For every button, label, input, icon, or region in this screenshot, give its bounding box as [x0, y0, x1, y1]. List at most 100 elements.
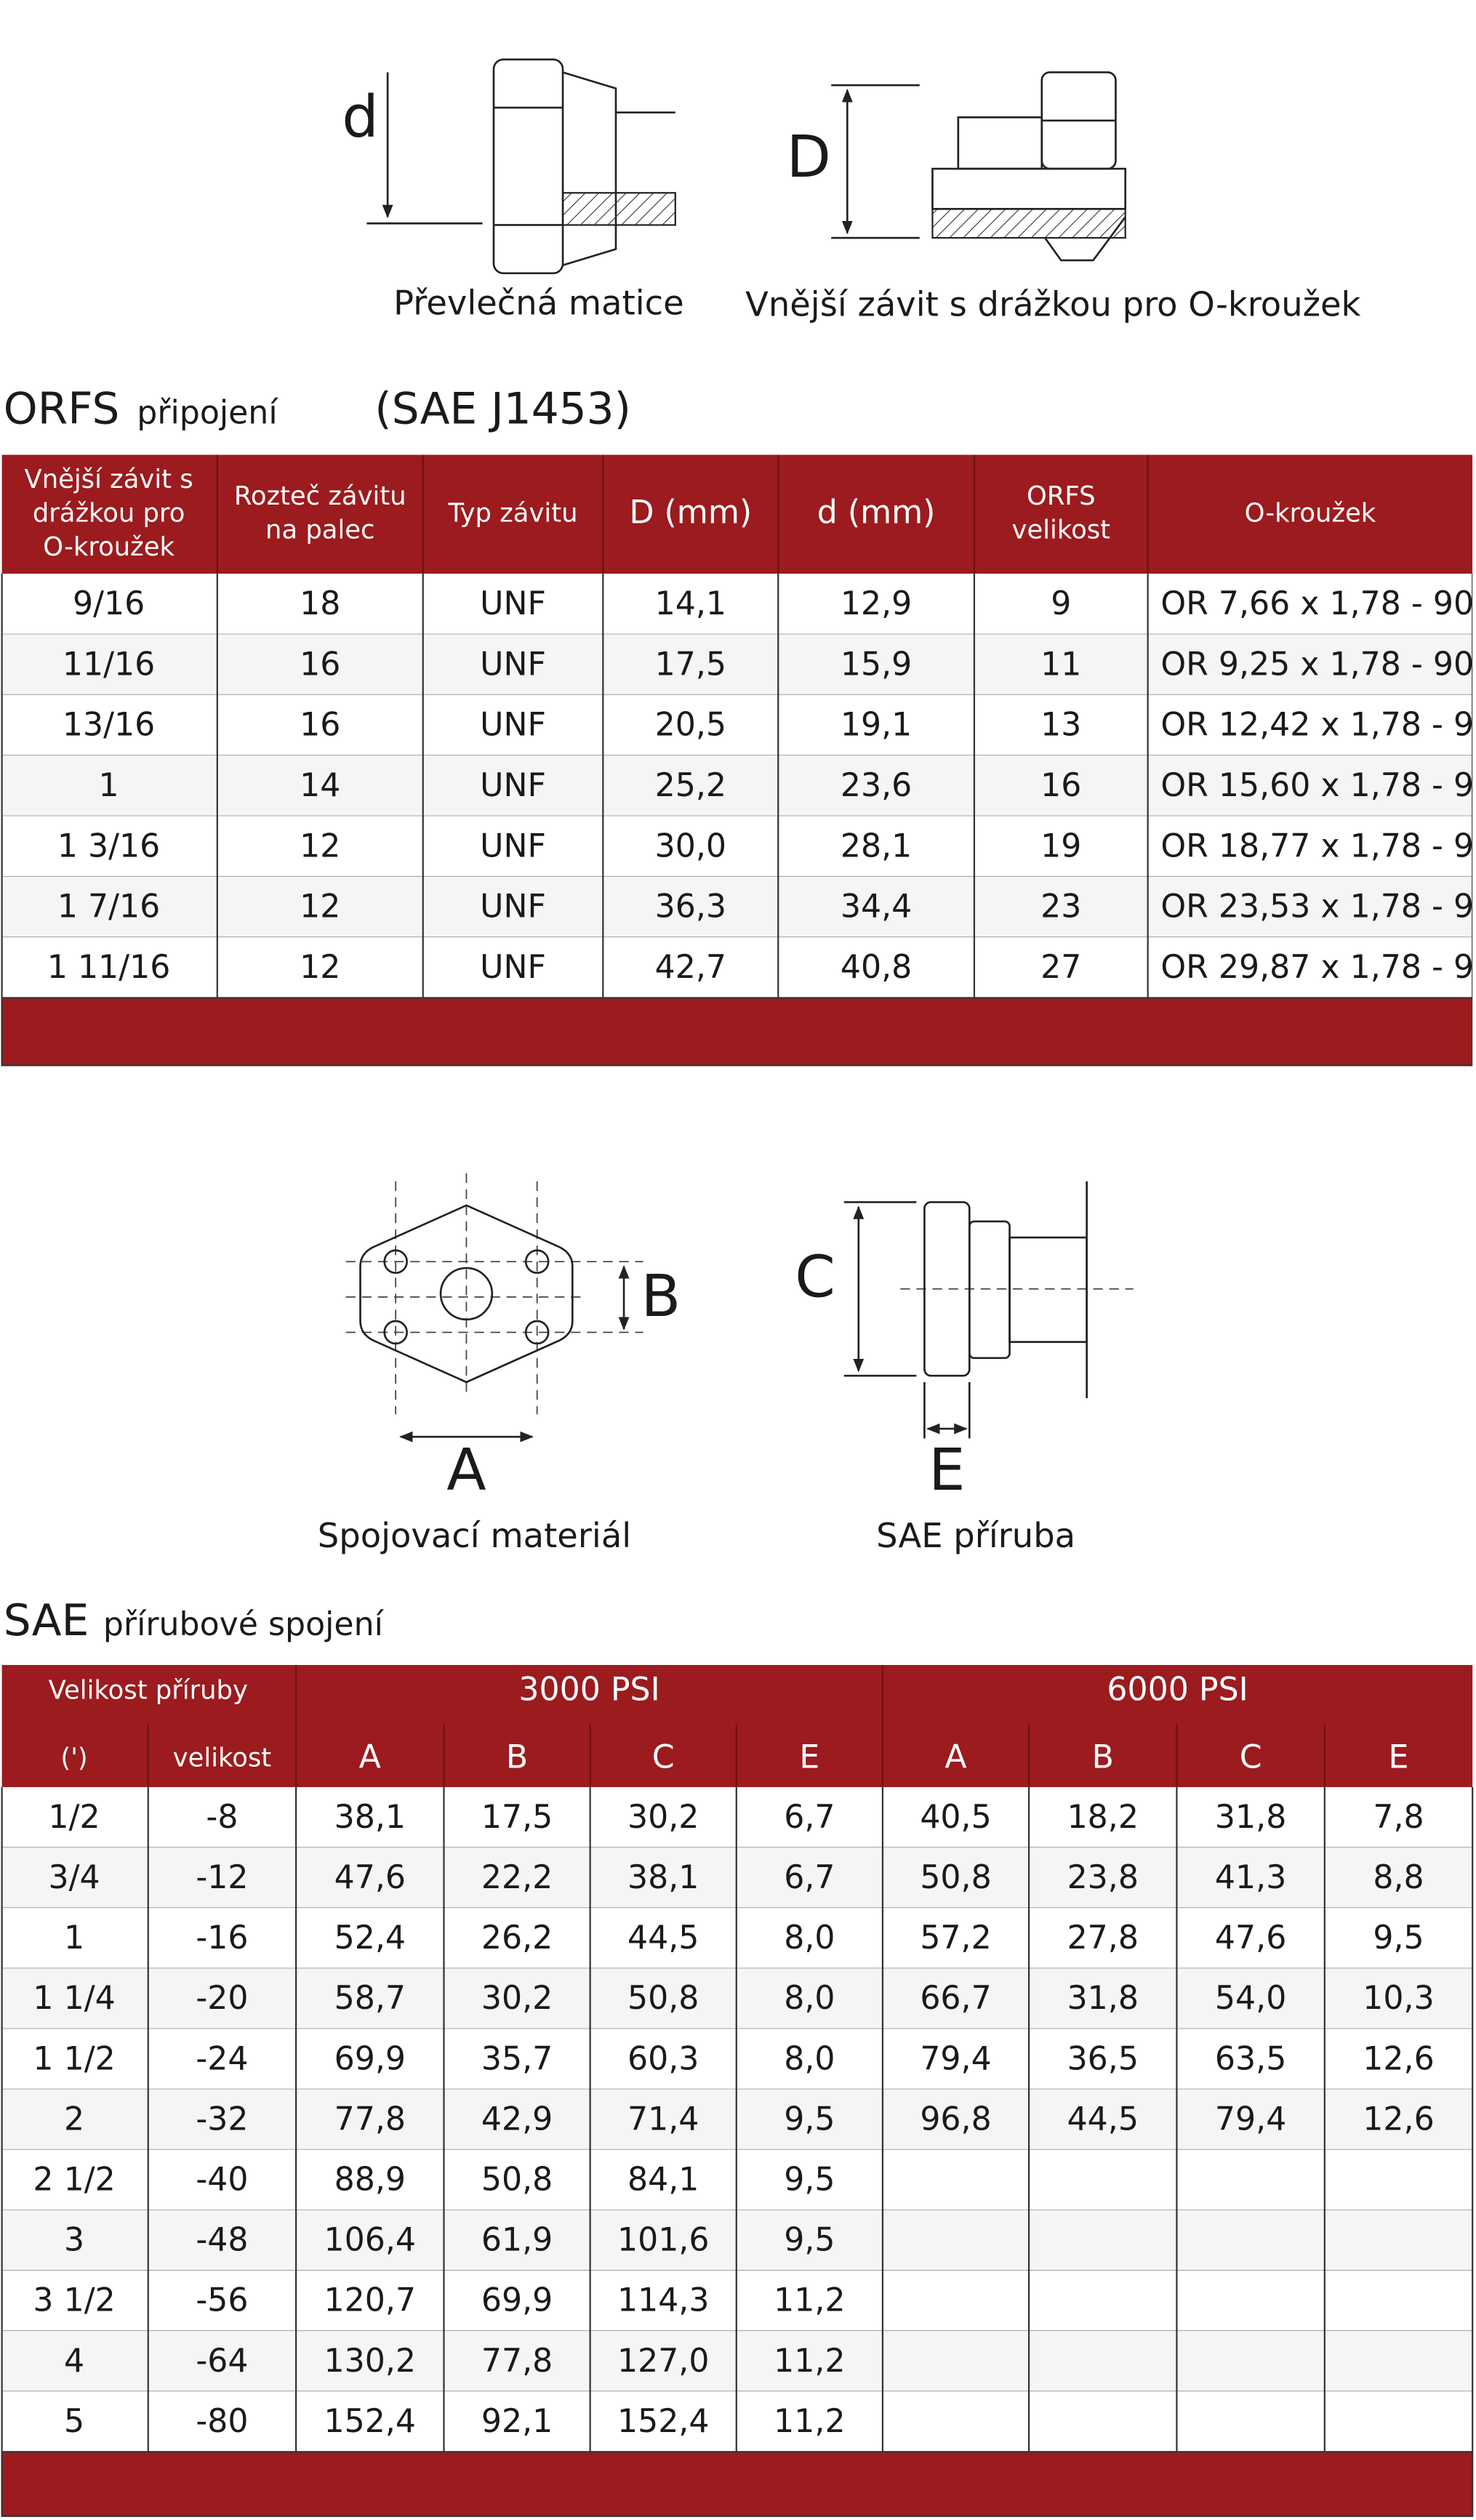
column-header: B — [1092, 1738, 1114, 1775]
diagram-caption: SAE příruba — [876, 1516, 1075, 1555]
table-cell: 18 — [300, 585, 340, 622]
table-cell: 57,2 — [920, 1919, 991, 1957]
column-header: A — [944, 1738, 966, 1775]
table-cell: -12 — [196, 1859, 248, 1896]
column-header: Rozteč závitu — [234, 481, 406, 511]
table-cell: -8 — [206, 1799, 238, 1836]
table-cell: 18,2 — [1067, 1799, 1139, 1836]
table-cell: 88,9 — [334, 2161, 406, 2198]
table-cell: 9,5 — [784, 2222, 835, 2259]
table-cell: 20,5 — [655, 707, 726, 744]
table-cell: 1 — [99, 767, 119, 804]
header-background — [1, 454, 1473, 574]
table-cell: 5 — [64, 2403, 84, 2440]
table-cell: 1 — [64, 1919, 84, 1957]
table-cell: 2 — [64, 2100, 84, 2138]
table-cell: 106,4 — [324, 2222, 417, 2259]
table-cell: 11 — [1040, 646, 1081, 683]
table-cell: 44,5 — [627, 1919, 699, 1957]
diagram-fitting: D Vnější závit s drážkou pro O-kroužek — [745, 71, 1361, 324]
table-cell: 114,3 — [617, 2282, 710, 2319]
table-cell: 50,8 — [481, 2161, 553, 2198]
row-background — [1, 937, 1473, 998]
table-cell: 12,6 — [1363, 2100, 1434, 2138]
row-background — [1, 876, 1473, 938]
table-cell: 12,6 — [1363, 2040, 1434, 2077]
row-background — [1, 694, 1473, 756]
table-cell: OR 7,66 x 1,78 - 90 — [1160, 585, 1474, 622]
table-cell: UNF — [480, 888, 546, 926]
table-cell: 9/16 — [73, 585, 145, 622]
row-background — [1, 755, 1473, 816]
table-cell: 9,5 — [1373, 1919, 1424, 1957]
table-cell: 14 — [300, 767, 340, 804]
diagram-caption: Vnější závit s drážkou pro O-kroužek — [745, 285, 1360, 324]
table-cell: 34,4 — [841, 888, 912, 926]
table-cell: 38,1 — [627, 1859, 699, 1896]
table-cell: 63,5 — [1215, 2040, 1286, 2077]
table-cell: 17,5 — [655, 646, 726, 683]
column-header: C — [1240, 1738, 1262, 1775]
table-cell: 11,2 — [774, 2282, 845, 2319]
table-cell: 1 1/2 — [33, 2040, 115, 2077]
table-cell: 23,8 — [1067, 1859, 1139, 1896]
group-header: 6000 PSI — [1107, 1672, 1248, 1709]
table-cell: OR 18,77 x 1,78 - 90 — [1160, 827, 1476, 864]
column-header: velikost — [1012, 515, 1111, 545]
section-title: SAE — [4, 1596, 89, 1646]
table-cell: 11,2 — [774, 2343, 845, 2380]
table-cell: 3 1/2 — [33, 2282, 115, 2319]
table-cell: 54,0 — [1215, 1980, 1286, 2017]
column-header: B — [506, 1738, 528, 1775]
table-cell: 30,2 — [627, 1799, 699, 1836]
table-cell: -48 — [196, 2222, 248, 2259]
table-cell: 17,5 — [481, 1799, 553, 1836]
section-standard: (SAE J1453) — [374, 384, 631, 434]
table-cell: 101,6 — [617, 2222, 710, 2259]
table-cell: 130,2 — [324, 2343, 417, 2380]
table-cell: 8,0 — [784, 1919, 835, 1957]
table-cell: 152,4 — [617, 2403, 710, 2440]
table-cell: 40,8 — [841, 949, 912, 986]
diagram-label: C — [795, 1243, 835, 1311]
table-cell: 60,3 — [627, 2040, 699, 2077]
table-cell: 22,2 — [481, 1859, 553, 1896]
table-cell: 3/4 — [49, 1859, 100, 1896]
table-cell: 9,5 — [784, 2161, 835, 2198]
column-header: Typ závitu — [448, 498, 578, 528]
table-cell: -20 — [196, 1980, 248, 2017]
table-cell: 77,8 — [334, 2100, 406, 2138]
section-subtitle: připojení — [137, 394, 278, 431]
table-cell: 10,3 — [1363, 1980, 1434, 2017]
diagram-label: d — [342, 83, 379, 151]
table-cell: -16 — [196, 1919, 248, 1957]
diagram-label: A — [446, 1436, 486, 1504]
table-cell: 84,1 — [627, 2161, 699, 2198]
table-cell: -40 — [196, 2161, 248, 2198]
table-cell: UNF — [480, 646, 546, 683]
table-cell: UNF — [480, 585, 546, 622]
table-cell: 7,8 — [1373, 1799, 1424, 1836]
table-cell: 8,8 — [1373, 1859, 1424, 1896]
table-cell: 47,6 — [334, 1859, 406, 1896]
table-cell: 13 — [1040, 707, 1081, 744]
table-cell: 12 — [300, 827, 340, 864]
table-cell: 79,4 — [1215, 2100, 1286, 2138]
table-cell: 71,4 — [627, 2100, 699, 2138]
table-cell: 92,1 — [481, 2403, 553, 2440]
table-cell: 11/16 — [63, 646, 155, 683]
table-cell: 30,0 — [655, 827, 726, 864]
table-cell: 127,0 — [617, 2343, 710, 2380]
group-header: 3000 PSI — [518, 1672, 659, 1709]
table-cell: 9 — [1051, 585, 1071, 622]
table-cell: 1 3/16 — [57, 827, 160, 864]
diagram-label: B — [641, 1262, 681, 1330]
table-cell: OR 12,42 x 1,78 - 90 — [1160, 707, 1476, 744]
table-cell: 96,8 — [920, 2100, 991, 2138]
column-header: O-kroužek — [43, 532, 175, 562]
diagram-label: E — [928, 1436, 965, 1504]
table-cell: 42,7 — [655, 949, 726, 986]
table-cell: 36,5 — [1067, 2040, 1139, 2077]
table-cell: 38,1 — [334, 1799, 406, 1836]
